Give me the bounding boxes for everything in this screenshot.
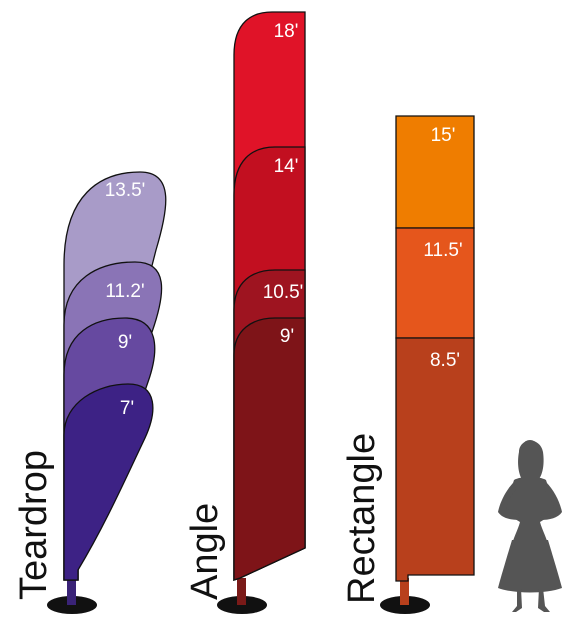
teardrop-flag-group: 13.5' 11.2' 9' 7' Teardrop: [13, 171, 167, 614]
rectangle-flag-group: 15' 11.5' 8.5' Rectangle: [341, 115, 475, 614]
teardrop-category-label: Teardrop: [13, 450, 55, 600]
teardrop-size-label-11-2: 11.2': [105, 281, 144, 302]
angle-flag-group: 18' 14' 10.5' 9' Angle: [184, 11, 306, 614]
angle-size-label-14: 14': [274, 156, 299, 177]
teardrop-flag-7: [63, 383, 154, 581]
angle-pole: [237, 578, 246, 605]
rectangle-size-label-11-5: 11.5': [423, 240, 462, 261]
rectangle-category-label: Rectangle: [341, 433, 383, 604]
rectangle-flag-8-5: [395, 337, 475, 582]
teardrop-size-label-9: 9': [118, 332, 132, 353]
angle-flag-9: [233, 317, 306, 581]
angle-category-label: Angle: [184, 503, 226, 600]
angle-size-label-9: 9': [280, 326, 294, 347]
rectangle-size-label-8-5: 8.5': [430, 350, 460, 371]
teardrop-size-label-7: 7': [120, 398, 134, 419]
rectangle-pole: [400, 578, 409, 605]
woman-silhouette-icon: [498, 440, 562, 612]
angle-size-label-18: 18': [274, 21, 299, 42]
angle-size-label-10-5: 10.5': [263, 282, 304, 303]
teardrop-pole: [67, 578, 76, 605]
rectangle-size-label-15: 15': [431, 125, 456, 146]
teardrop-size-label-13-5: 13.5': [105, 180, 146, 201]
